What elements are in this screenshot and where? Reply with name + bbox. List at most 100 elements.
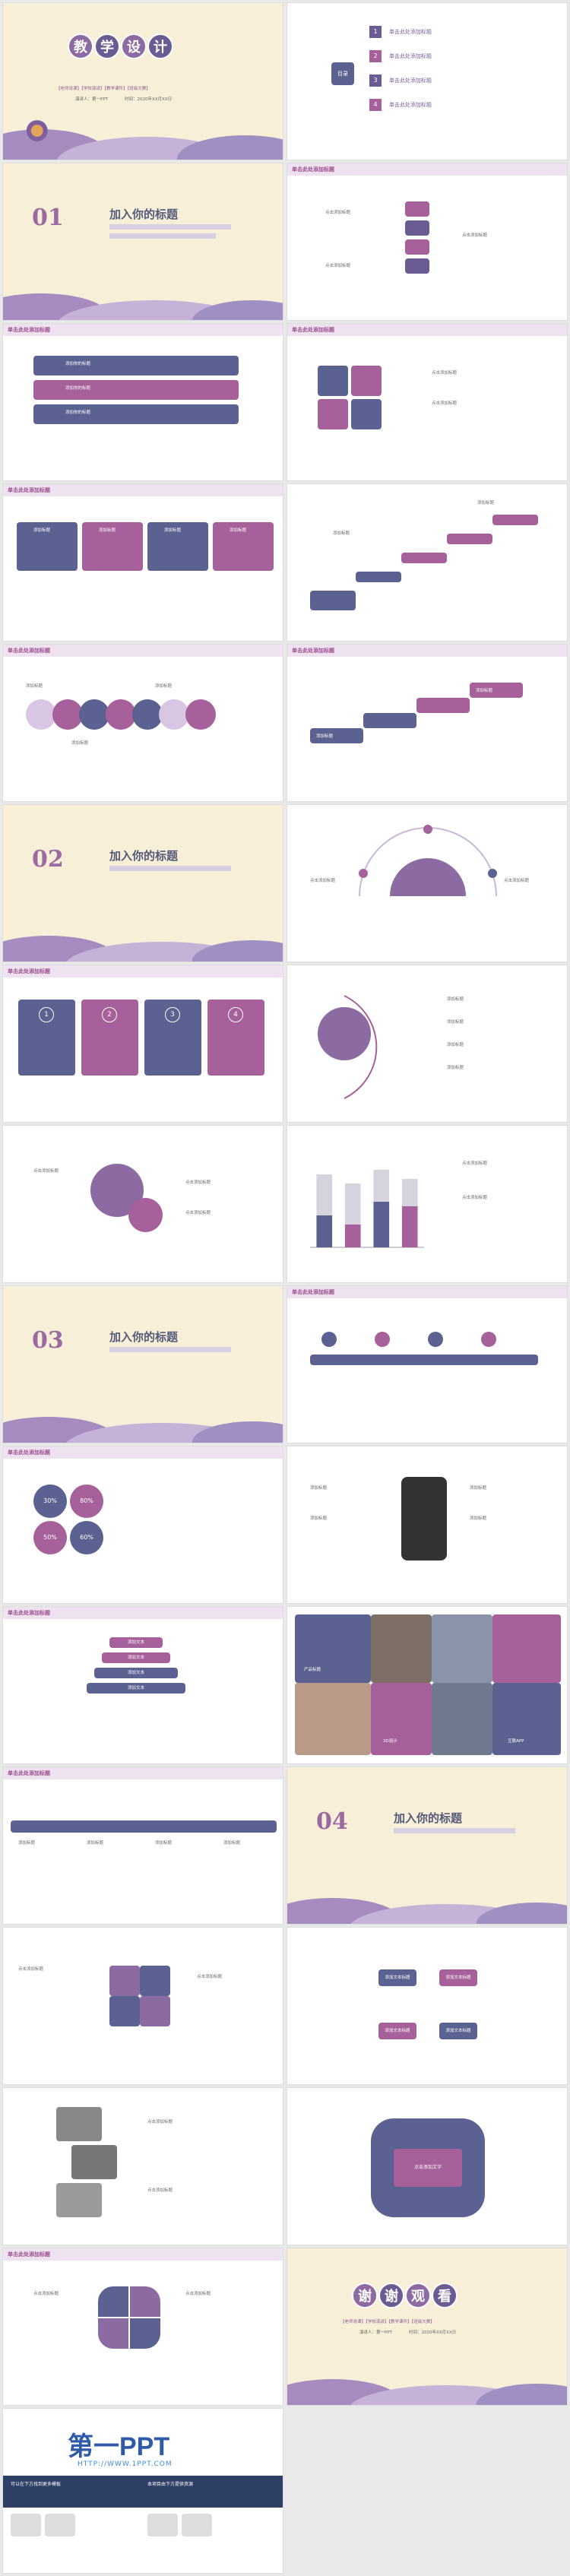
quad-segment bbox=[130, 2286, 160, 2317]
slide-cover[interactable]: 教 学 设 计 【老师说课】【学校演讲】【教学课件】【班级大赛】 演讲人：第一P… bbox=[2, 2, 283, 160]
slide-icon-columns[interactable]: 单击此处添加标题 添加标题 添加标题 添加标题 添加标题 bbox=[2, 1766, 283, 1925]
thumbnail bbox=[147, 2514, 178, 2536]
slide-section-02[interactable]: 02 加入你的标题 bbox=[2, 804, 283, 962]
mosaic-photo bbox=[295, 1683, 371, 1755]
icon-strip bbox=[11, 1820, 277, 1833]
section-number: 04 bbox=[316, 1808, 348, 1835]
toc-item[interactable]: 4 单击此处添加标题 bbox=[369, 99, 559, 112]
timeline-circle bbox=[185, 699, 216, 730]
list-item[interactable] bbox=[33, 356, 239, 375]
stair-step bbox=[401, 553, 447, 563]
slide-radial-list[interactable]: 添加标题 添加标题 添加标题 添加标题 bbox=[287, 965, 568, 1123]
card-title: 添加标题 bbox=[164, 528, 182, 533]
slide-bar-chart[interactable]: 点击添加标题 点击添加标题 bbox=[287, 1125, 568, 1283]
slide-section-04[interactable]: 04 加入你的标题 bbox=[287, 1766, 568, 1925]
cover-date: 时间：2020年XX月XX日 bbox=[125, 97, 173, 102]
slide-header: 单击此处添加标题 bbox=[8, 1610, 50, 1616]
slide-brand[interactable]: 第一PPT HTTP://WWW.1PPT.COM 可以在下方找到更多模板 本项… bbox=[2, 2408, 283, 2574]
hexagon-center: 点击添加文字 bbox=[394, 2149, 462, 2187]
slide-quad-circle[interactable]: 单击此处添加标题 点击添加标题 点击添加标题 bbox=[2, 2248, 283, 2406]
header-bar bbox=[3, 1607, 283, 1619]
feature-card[interactable] bbox=[213, 522, 274, 571]
header-bar bbox=[287, 163, 567, 176]
item-title: 点击添加标题 bbox=[197, 1975, 223, 1979]
mosaic-photo bbox=[371, 1614, 432, 1683]
card-title: 添加标题 bbox=[99, 528, 116, 533]
slide-toc[interactable]: 目录 1 单击此处添加标题 2 单击此处添加标题 3 单击此处添加标题 4 单击… bbox=[287, 2, 568, 160]
item-title: 点击添加标题 bbox=[325, 264, 351, 268]
item-title: 点击添加标题 bbox=[462, 1161, 488, 1166]
timeline-circle bbox=[106, 699, 136, 730]
feature-card[interactable] bbox=[147, 522, 208, 571]
center-app-icon bbox=[318, 1007, 371, 1060]
feature-card[interactable] bbox=[82, 522, 143, 571]
thumbnail bbox=[11, 2514, 41, 2536]
slide-photo-mosaic[interactable]: 产品标题 3D设计 互联APP bbox=[287, 1606, 568, 1764]
section-number: 03 bbox=[32, 1327, 64, 1354]
toc-item-label: 单击此处添加标题 bbox=[389, 102, 432, 108]
toc-item-number: 1 bbox=[369, 26, 382, 38]
text-placeholder bbox=[109, 224, 231, 230]
slide-thanks[interactable]: 谢 谢 观 看 【老师说课】【学校演讲】【教学课件】【班级大赛】 演讲人：第一P… bbox=[287, 2248, 568, 2406]
stair-step bbox=[492, 515, 538, 525]
header-bar bbox=[287, 324, 567, 336]
slide-section-01[interactable]: 01 加入你的标题 bbox=[2, 163, 283, 321]
slide-stacked-blocks[interactable]: 单击此处添加标题 点击添加标题 点击添加标题 点击添加标题 bbox=[287, 163, 568, 321]
slide-text-pyramid[interactable]: 单击此处添加标题 添加文本 添加文本 添加文本 添加文本 bbox=[2, 1606, 283, 1764]
brand-logo: 第一PPT bbox=[68, 2432, 170, 2461]
slide-phone-mockup[interactable]: 添加标题 添加标题 添加标题 添加标题 bbox=[287, 1446, 568, 1604]
slide-staircase[interactable]: 添加标题 添加标题 bbox=[287, 483, 568, 642]
step-number: 1 bbox=[39, 1007, 54, 1022]
slide-circle-row[interactable]: 单击此处添加标题 添加标题 添加标题 添加标题 bbox=[2, 644, 283, 802]
slide-section-03[interactable]: 03 加入你的标题 bbox=[2, 1285, 283, 1443]
pyramid-layer: 添加文本 bbox=[94, 1668, 178, 1678]
toc-item-label: 单击此处添加标题 bbox=[389, 29, 432, 35]
cover-title-char: 教 bbox=[68, 33, 93, 59]
toc-item[interactable]: 1 单击此处添加标题 bbox=[369, 26, 559, 40]
slide-puzzle[interactable]: 点击添加标题 点击添加标题 bbox=[2, 1927, 283, 2085]
slide-four-cards[interactable]: 单击此处添加标题 添加标题 添加标题 添加标题 添加标题 bbox=[2, 483, 283, 642]
arrow-step bbox=[310, 728, 363, 743]
slide-photos-text[interactable]: 点击添加标题 点击添加标题 bbox=[2, 2087, 283, 2245]
feature-card[interactable] bbox=[17, 522, 78, 571]
semicircle-diagram bbox=[359, 825, 497, 897]
puzzle-piece bbox=[109, 1996, 140, 2026]
item-title: 点击添加标题 bbox=[462, 233, 488, 238]
timeline-icon bbox=[428, 1332, 443, 1347]
item-title: 点击添加标题 bbox=[18, 1967, 44, 1972]
timeline-bar bbox=[310, 1355, 538, 1365]
slide-icon-timeline[interactable]: 单击此处添加标题 bbox=[287, 1285, 568, 1443]
header-bar bbox=[3, 965, 283, 977]
header-bar bbox=[287, 645, 567, 657]
slide-header: 单击此处添加标题 bbox=[8, 968, 50, 974]
list-item[interactable] bbox=[33, 380, 239, 400]
header-bar bbox=[3, 2248, 283, 2261]
list-item[interactable] bbox=[33, 404, 239, 424]
slide-arrow-steps[interactable]: 单击此处添加标题 添加标题 添加标题 bbox=[287, 644, 568, 802]
slide-semicircle[interactable]: 点击添加标题 点击添加标题 bbox=[287, 804, 568, 962]
brand-url[interactable]: HTTP://WWW.1PPT.COM bbox=[78, 2460, 173, 2468]
header-bar bbox=[3, 1446, 283, 1459]
section-title: 加入你的标题 bbox=[109, 849, 179, 863]
slide-photo-list[interactable]: 单击此处添加标题 添加你的标题 添加你的标题 添加你的标题 bbox=[2, 323, 283, 481]
step-number: 2 bbox=[102, 1007, 117, 1022]
slide-hexagon[interactable]: 点击添加文字 bbox=[287, 2087, 568, 2245]
slide-icon-grid[interactable]: 单击此处添加标题 点击添加标题 点击添加标题 bbox=[287, 323, 568, 481]
stair-step bbox=[356, 572, 401, 582]
tile-caption: 互联APP bbox=[508, 1739, 524, 1744]
toc-item[interactable]: 2 单击此处添加标题 bbox=[369, 50, 559, 64]
section-number: 01 bbox=[32, 204, 64, 231]
slide-percent-quad[interactable]: 单击此处添加标题 30% 80% 50% 60% bbox=[2, 1446, 283, 1604]
slide-numbered-steps[interactable]: 单击此处添加标题 1 2 3 4 bbox=[2, 965, 283, 1123]
slide-header: 单击此处添加标题 bbox=[292, 327, 334, 333]
item-title: 点击添加标题 bbox=[185, 2292, 211, 2296]
item-title: 点击添加标题 bbox=[310, 879, 336, 883]
stack-block bbox=[405, 201, 429, 217]
toc-item-label: 单击此处添加标题 bbox=[389, 53, 432, 59]
item-title: 添加标题 bbox=[333, 531, 350, 536]
toc-item[interactable]: 3 单击此处添加标题 bbox=[369, 74, 559, 88]
cover-title-char: 学 bbox=[94, 33, 120, 59]
list-item-title: 添加你的标题 bbox=[65, 410, 91, 415]
slide-cross-layout[interactable]: 添加文本标题 添加文本标题 添加文本标题 添加文本标题 bbox=[287, 1927, 568, 2085]
slide-gears[interactable]: 点击添加标题 点击添加标题 点击添加标题 bbox=[2, 1125, 283, 1283]
